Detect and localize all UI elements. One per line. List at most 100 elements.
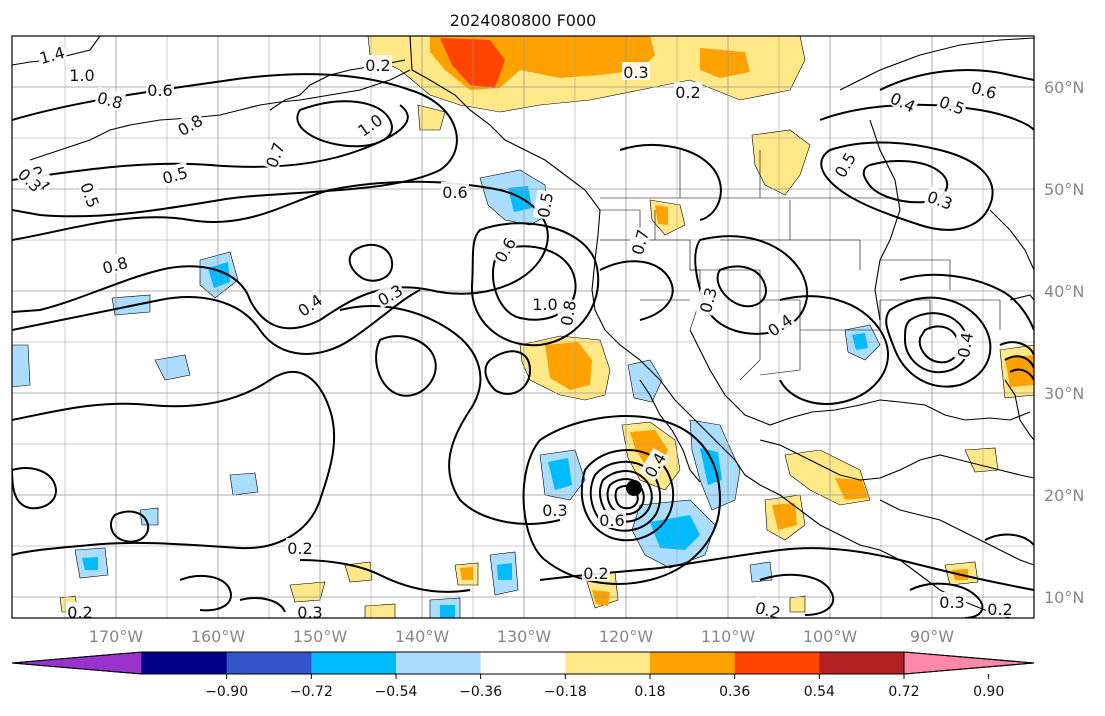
contour-label: 0.2: [66, 602, 94, 622]
colorbar-tick-label: 0.18: [634, 684, 665, 700]
contour-value: 0.4: [954, 331, 977, 359]
shade-s3-yellow: [364, 603, 396, 618]
longitude-label: 150°W: [293, 627, 348, 646]
contour-label: 0.4: [952, 329, 977, 361]
contour-label: 0.2: [364, 55, 392, 75]
shade-sw-orange: [460, 567, 473, 580]
shade-m-blue: [154, 354, 191, 381]
shade-sw-cyan: [82, 557, 98, 570]
contour-value: 0.3: [623, 63, 648, 82]
longitude-label: 90°W: [910, 627, 954, 646]
contour-value: 0.2: [365, 56, 390, 75]
coastlines: [12, 36, 1034, 618]
contour-label: 0.3: [938, 592, 966, 612]
colorbar-segment: [819, 652, 905, 674]
contour-label: 0.3: [622, 62, 650, 82]
colorbar-extend-high: [903, 651, 1035, 675]
contour-value: 0.3: [297, 603, 322, 622]
colorbar-segment: [142, 652, 228, 674]
shade-mid-orange: [545, 342, 592, 390]
contour-value: 0.8: [557, 299, 580, 327]
latitude-labels: 60°N 50°N 40°N 30°N 20°N 10°N: [1044, 78, 1084, 607]
shade-mex-orange: [835, 478, 868, 500]
contour-value: 0.2: [583, 564, 608, 583]
shade-cent-cyan: [548, 458, 572, 490]
contour-value: 1.0: [69, 66, 94, 85]
contour-label: 0.6: [598, 510, 626, 530]
contour-value: 0.3: [542, 501, 567, 520]
contour-label: 0.2: [986, 599, 1014, 619]
contour-label: 1.0: [68, 65, 96, 85]
contour-label: 0.2: [286, 538, 314, 558]
colorbar-tick-label: −0.18: [544, 684, 587, 700]
shade-ab-yellow: [751, 129, 811, 196]
map-background: [12, 36, 1034, 618]
colorbar-segment: [565, 652, 651, 674]
longitude-label: 170°W: [89, 627, 144, 646]
shade-north-orange-right: [700, 48, 750, 78]
contour-label: 0.2: [582, 563, 610, 583]
storm-center-marker: [626, 480, 642, 496]
shade-tx-cyan: [852, 333, 868, 350]
latitude-label: 10°N: [1044, 588, 1084, 607]
latitude-label: 40°N: [1044, 282, 1084, 301]
colorbar-tick-label: −0.90: [205, 684, 248, 700]
contour-label: 0.3: [296, 602, 324, 622]
colorbar-tick-label: 0.72: [888, 684, 919, 700]
contour-label: 0.8: [555, 297, 580, 329]
contour-label: 0.6: [146, 80, 174, 100]
longitude-label: 160°W: [191, 627, 246, 646]
contour-value: 0.6: [147, 81, 172, 100]
colorbar-tick-label: −0.54: [375, 684, 418, 700]
shade-ca-blue: [627, 359, 663, 403]
shade-s4-yellow: [789, 595, 806, 613]
colorbar-segment: [226, 652, 312, 674]
contour-label: 0.6: [968, 76, 1001, 103]
shade-mex-blue: [749, 561, 773, 583]
longitude-label: 140°W: [395, 627, 450, 646]
contour-value: 0.6: [599, 511, 624, 530]
longitude-label: 130°W: [497, 627, 552, 646]
colorbar-segment: [650, 652, 736, 674]
latitude-label: 20°N: [1044, 486, 1084, 505]
latitude-label: 60°N: [1044, 78, 1084, 97]
shade-s-cyan: [497, 563, 512, 580]
latitude-label: 50°N: [1044, 180, 1084, 199]
shade-sw2-orange: [592, 590, 610, 606]
shade-bc-cyan: [508, 186, 532, 212]
contour-value: 0.2: [987, 600, 1012, 619]
contour-value: 0.3: [939, 593, 964, 612]
colorbar-extend-low: [11, 651, 143, 675]
colorbar-tick-label: 0.54: [804, 684, 835, 700]
longitude-label: 100°W: [803, 627, 858, 646]
shade-nv-orange: [655, 205, 668, 225]
map-frame: [11, 35, 1035, 619]
longitude-labels: 170°W 160°W 150°W 140°W 130°W 120°W 110°W 100°W…: [89, 627, 954, 646]
contour-value: 0.2: [287, 539, 312, 558]
contour-value: 0.6: [442, 183, 467, 202]
contour-value: 0.2: [753, 598, 783, 623]
colorbar-segment: [480, 652, 566, 674]
colorbar-tick-label: −0.72: [290, 684, 333, 700]
colorbar-tick-label: 0.90: [973, 684, 1004, 700]
colorbar-segment: [734, 652, 820, 674]
contour-label: 0.2: [674, 82, 702, 102]
longitude-label: 120°W: [599, 627, 654, 646]
shade-north-red: [440, 38, 505, 88]
contour-label: 0.3: [541, 500, 569, 520]
shade-w3-blue: [229, 472, 259, 496]
latitude-label: 30°N: [1044, 384, 1084, 403]
shade-fl-orange: [1005, 355, 1034, 387]
contour-label: 1.0: [531, 294, 559, 314]
colorbar-tick-label: 0.36: [719, 684, 750, 700]
contour-value: 0.2: [67, 603, 92, 622]
contour-value: 0.2: [675, 83, 700, 102]
contour-value: 0.5: [534, 191, 557, 219]
colorbar-segment: [311, 652, 397, 674]
graticule: [12, 36, 1034, 618]
shade-w2-blue: [12, 344, 31, 388]
shade-s-yellow: [344, 561, 373, 583]
contour-label: 0.6: [489, 232, 520, 267]
